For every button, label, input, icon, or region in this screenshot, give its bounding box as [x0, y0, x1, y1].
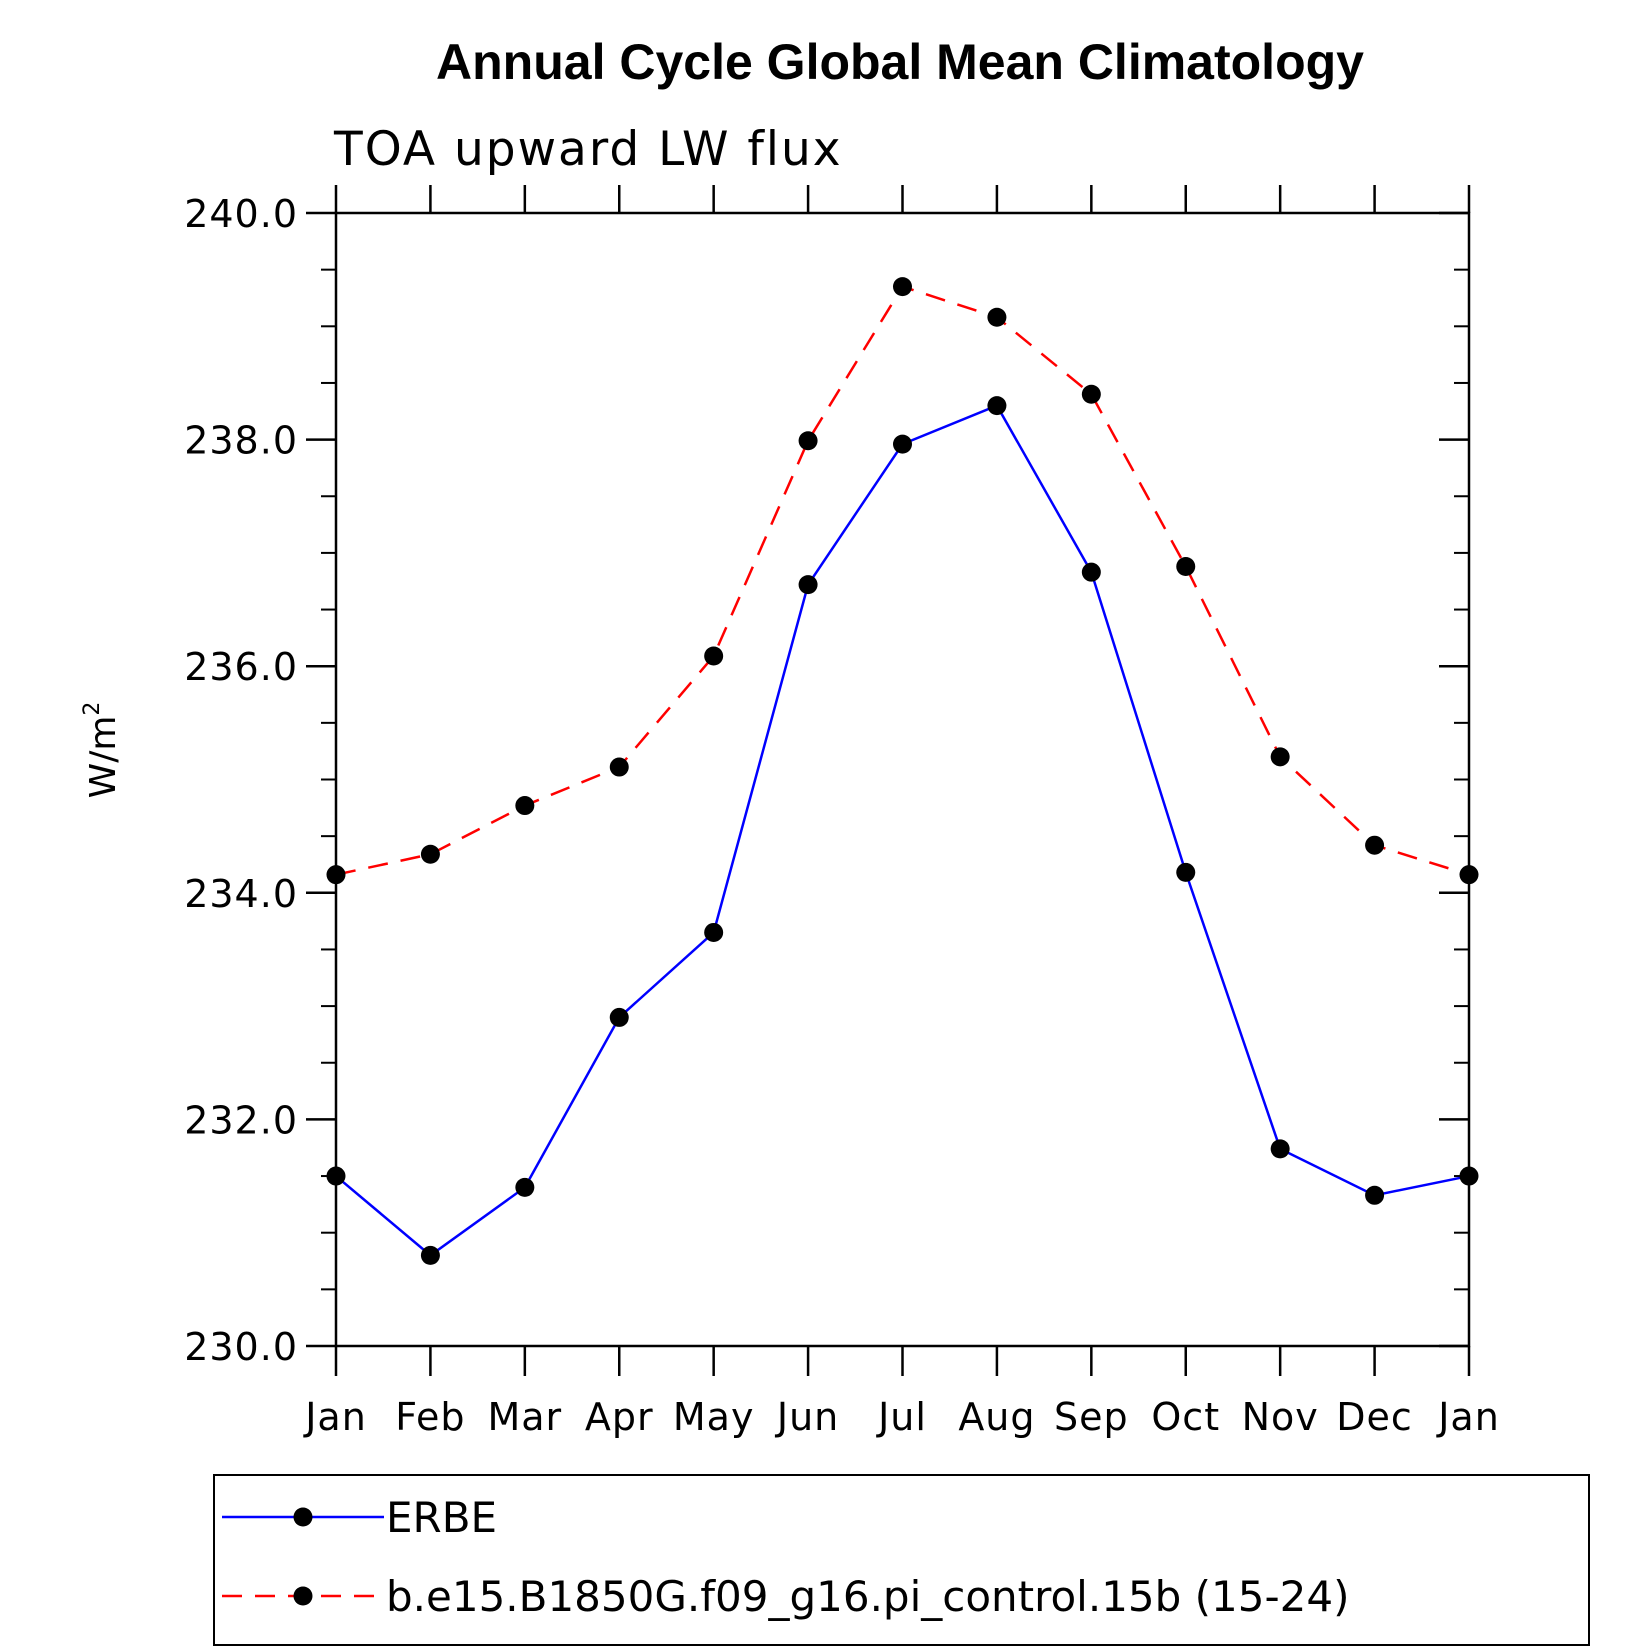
series-1: [326, 396, 1479, 1265]
chart-subtitle: TOA upward LW flux: [333, 122, 843, 177]
series-layer: [326, 277, 1479, 1265]
data-point: [420, 844, 440, 864]
data-point: [1081, 384, 1101, 404]
y-tick-label: 236.0: [184, 645, 298, 689]
x-tick-label: Jan: [303, 1395, 367, 1439]
svg-text:W/m2: W/m2: [80, 702, 124, 799]
y-axis-label-text: W/m: [83, 716, 124, 799]
y-tick-label: 238.0: [184, 419, 298, 463]
data-point: [609, 1007, 629, 1027]
y-tick-label: 230.0: [184, 1325, 298, 1369]
data-point: [893, 434, 912, 454]
data-point: [704, 646, 724, 666]
data-point: [326, 1166, 346, 1186]
series-line: [335, 285, 1470, 876]
legend-entry-1: ERBE: [222, 1493, 497, 1542]
data-point: [420, 1245, 440, 1265]
x-tick-label: Feb: [395, 1395, 465, 1439]
x-tick-label: Sep: [1054, 1395, 1129, 1439]
data-point: [893, 277, 912, 297]
x-tick-label: May: [673, 1395, 755, 1439]
data-point: [798, 575, 818, 595]
x-tick-label: Jul: [876, 1395, 927, 1439]
x-tick-label: Jun: [775, 1395, 839, 1439]
data-point: [987, 307, 1007, 327]
legend-marker: [293, 1507, 313, 1527]
x-tick-label: Apr: [585, 1395, 654, 1439]
data-point: [515, 796, 535, 816]
legend-label: b.e15.B1850G.f09_g16.pi_control.15b (15-…: [386, 1572, 1349, 1621]
y-tick-label: 240.0: [184, 192, 298, 236]
x-tick-label: Aug: [958, 1395, 1035, 1439]
legend-entry-2: b.e15.B1850G.f09_g16.pi_control.15b (15-…: [222, 1572, 1349, 1621]
axes: 230.0 232.0 234.0 236.0 238.0 240.0 Jan Feb Mar A…: [184, 185, 1500, 1439]
legend-label: ERBE: [386, 1493, 497, 1542]
data-point: [798, 431, 818, 451]
y-tick-label: 232.0: [184, 1098, 298, 1142]
legend-marker: [293, 1586, 313, 1606]
series-2: [326, 277, 1479, 885]
data-point: [1365, 1185, 1385, 1205]
x-tick-label: Dec: [1336, 1395, 1413, 1439]
data-point: [1459, 1166, 1479, 1186]
chart-title: Annual Cycle Global Mean Climatology: [436, 34, 1364, 90]
data-point: [326, 865, 346, 885]
plot-frame: [334, 211, 1471, 1348]
data-point: [987, 396, 1007, 416]
data-point: [1365, 835, 1385, 855]
legend-box: [213, 1474, 1590, 1646]
data-point: [1176, 556, 1196, 576]
x-tick-label: Nov: [1242, 1395, 1319, 1439]
data-point: [1270, 1139, 1290, 1159]
y-axis-label: W/m2: [80, 702, 124, 799]
x-tick-label: Oct: [1151, 1395, 1220, 1439]
x-tick-label: Mar: [487, 1395, 562, 1439]
data-point: [1176, 862, 1196, 882]
series-line: [335, 404, 1470, 1257]
y-tick-label: 234.0: [184, 872, 298, 916]
y-axis-label-superscript: 2: [80, 702, 105, 716]
data-point: [704, 922, 724, 942]
data-point: [515, 1177, 535, 1197]
x-tick-label: Jan: [1436, 1395, 1500, 1439]
legend: ERBE b.e15.B1850G.f09_g16.pi_control.15b …: [213, 1474, 1590, 1646]
data-point: [1081, 562, 1101, 582]
data-point: [1270, 747, 1290, 767]
data-point: [609, 757, 629, 777]
data-point: [1459, 865, 1479, 885]
